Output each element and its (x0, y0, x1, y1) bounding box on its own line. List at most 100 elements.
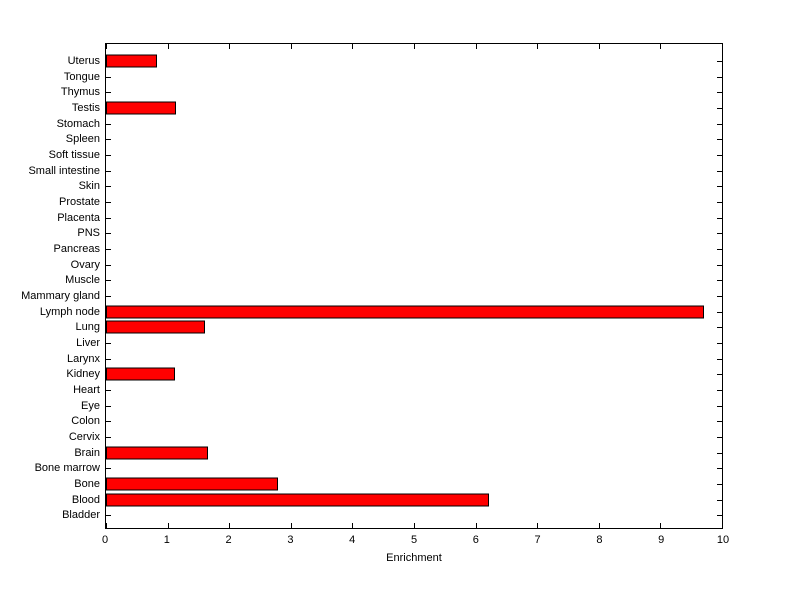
x-axis-tick (475, 44, 477, 49)
bar-row (106, 178, 722, 194)
bar-row (106, 460, 722, 476)
y-axis-tick (717, 374, 722, 376)
y-axis-tick (717, 452, 722, 454)
y-tick-label: Blood (71, 493, 100, 506)
x-tick-label: 9 (658, 534, 665, 546)
x-tick-label: 7 (534, 534, 541, 546)
x-tick-label: 3 (287, 534, 294, 546)
bar (106, 305, 704, 319)
y-axis-tick (717, 60, 722, 62)
y-axis-tick (106, 186, 111, 188)
y-tick-label: Bladder (62, 509, 100, 522)
y-tick-label: Colon (71, 415, 100, 428)
bar-row (106, 304, 722, 320)
y-tick-label: PNS (77, 227, 100, 240)
bar-row (106, 492, 722, 508)
x-axis-tick (537, 44, 539, 49)
y-axis-tick (717, 311, 722, 313)
x-axis-tick (722, 523, 723, 528)
bar (106, 320, 205, 334)
y-tick-label: Placenta (57, 211, 100, 224)
y-tick-label: Brain (74, 446, 100, 459)
y-axis-tick (106, 515, 111, 517)
bar-row (106, 445, 722, 461)
x-axis-tick (598, 523, 600, 528)
bar (106, 101, 176, 115)
y-axis-tick (717, 436, 722, 438)
y-axis-tick (717, 389, 722, 391)
x-axis-tick (167, 44, 169, 49)
y-axis-tick (106, 264, 111, 266)
y-tick-label: Spleen (65, 133, 100, 146)
x-tick-label: 8 (596, 534, 603, 546)
y-axis-tick (717, 468, 722, 470)
y-axis-tick (717, 139, 722, 141)
y-axis-labels: Uterus Tongue Thymus Testis Stomach Spleen Sof… (0, 44, 100, 528)
bar-row (106, 413, 722, 429)
y-tick-label: Testis (71, 101, 100, 114)
x-tick-label: 10 (716, 534, 730, 546)
y-axis-tick (106, 389, 111, 391)
x-axis-tick (106, 523, 107, 528)
y-tick-label: Soft tissue (48, 148, 100, 161)
y-tick-label: Lung (75, 321, 100, 334)
y-tick-label: Lymph node (39, 305, 100, 318)
y-axis-tick (717, 201, 722, 203)
y-axis-tick (106, 358, 111, 360)
bar-row (106, 147, 722, 163)
bar-row (106, 476, 722, 492)
x-axis-tick (352, 44, 354, 49)
x-axis-tick (660, 44, 662, 49)
bar-row (106, 225, 722, 241)
y-axis-tick (717, 170, 722, 172)
bar-row (106, 319, 722, 335)
x-axis-tick (352, 523, 354, 528)
y-tick-label: Larynx (66, 352, 100, 365)
bar (106, 477, 279, 491)
y-tick-label: Thymus (60, 86, 100, 99)
x-tick-label: 6 (472, 534, 479, 546)
x-axis-tick (537, 523, 539, 528)
y-axis-tick (717, 123, 722, 125)
y-axis-tick (106, 248, 111, 250)
y-axis-tick (106, 468, 111, 470)
bar-row (106, 116, 722, 132)
x-axis-tick (106, 44, 107, 49)
y-axis-tick (717, 280, 722, 282)
y-tick-label: Uterus (67, 54, 100, 67)
y-tick-label: Mammary gland (21, 289, 100, 302)
plot-area (105, 43, 723, 529)
x-axis-tick (598, 44, 600, 49)
x-axis-tick (414, 44, 415, 49)
y-tick-label: Stomach (56, 117, 100, 130)
y-tick-label: Eye (81, 399, 100, 412)
bar-row (106, 84, 722, 100)
x-tick-label: 5 (410, 534, 418, 546)
y-axis-tick (106, 421, 111, 423)
y-axis-tick (106, 280, 111, 282)
bar (106, 446, 208, 460)
x-tick-label: 0 (101, 534, 109, 546)
bar-row (106, 507, 722, 523)
x-axis-tick (475, 523, 477, 528)
y-tick-label: Bone (74, 477, 100, 490)
y-tick-label: Tongue (63, 70, 100, 83)
x-tick-label: 1 (163, 534, 170, 546)
y-axis-tick (717, 92, 722, 94)
y-axis-tick (106, 123, 111, 125)
y-axis-tick (106, 436, 111, 438)
bar-row (106, 429, 722, 445)
y-axis-tick (717, 358, 722, 360)
y-axis-tick (717, 233, 722, 235)
y-axis-tick (717, 76, 722, 78)
y-axis-tick (717, 342, 722, 344)
y-axis-tick (717, 154, 722, 156)
bar-row (106, 272, 722, 288)
x-axis-tick (229, 44, 231, 49)
y-axis-tick (106, 170, 111, 172)
y-axis-tick (717, 217, 722, 219)
y-axis-tick (106, 405, 111, 407)
y-axis-tick (717, 483, 722, 485)
bar-row (106, 288, 722, 304)
